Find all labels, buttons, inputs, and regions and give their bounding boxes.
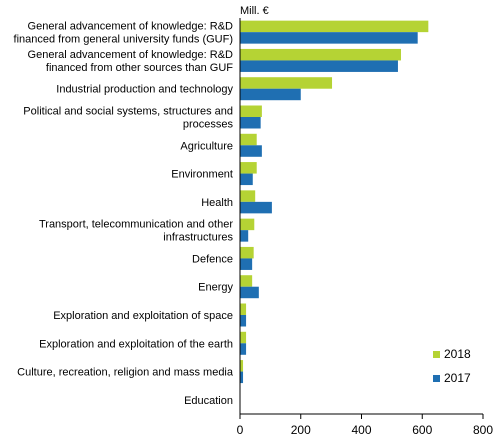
bar-2017-8 xyxy=(240,258,252,270)
bar-2018-4 xyxy=(240,134,257,146)
bar-2017-4 xyxy=(240,145,262,157)
bar-2017-9 xyxy=(240,287,259,299)
x-tick-label-2: 400 xyxy=(351,423,371,437)
bar-2017-3 xyxy=(240,117,261,129)
category-label-12: Culture, recreation, religion and mass m… xyxy=(17,367,234,379)
bar-2018-11 xyxy=(240,332,246,344)
bar-2018-9 xyxy=(240,275,252,287)
x-tick-label-4: 800 xyxy=(473,423,493,437)
bar-2018-10 xyxy=(240,304,246,316)
category-label-10: Exploration and exploitation of space xyxy=(53,310,233,322)
bar-2017-0 xyxy=(240,32,418,44)
bar-2017-11 xyxy=(240,343,246,355)
bar-2017-6 xyxy=(240,202,272,214)
x-tick-label-3: 600 xyxy=(412,423,432,437)
x-tick-label-1: 200 xyxy=(291,423,311,437)
legend-label-2017: 2017 xyxy=(444,371,471,385)
category-label-2: Industrial production and technology xyxy=(56,84,233,96)
unit-label: Mill. € xyxy=(240,5,269,17)
category-label-6: Health xyxy=(201,197,233,209)
bar-2018-0 xyxy=(240,21,428,33)
bar-2018-1 xyxy=(240,49,401,61)
bar-2018-7 xyxy=(240,219,254,231)
x-tick-label-0: 0 xyxy=(237,423,244,437)
category-label-4: Agriculture xyxy=(180,140,233,152)
bar-2017-7 xyxy=(240,230,248,242)
bar-2018-8 xyxy=(240,247,254,259)
bar-2018-6 xyxy=(240,190,255,202)
category-label-3: Political and social systems, structures… xyxy=(23,106,233,131)
bar-2017-10 xyxy=(240,315,246,327)
legend-label-2018: 2018 xyxy=(444,347,471,361)
legend: 2018 2017 xyxy=(433,347,471,385)
bar-2017-5 xyxy=(240,174,253,186)
bar-2018-5 xyxy=(240,162,257,174)
category-label-5: Environment xyxy=(171,169,233,181)
bars-group xyxy=(240,21,428,412)
legend-swatch-2017 xyxy=(433,375,440,382)
bar-2018-2 xyxy=(240,77,332,89)
category-label-13: Education xyxy=(184,395,233,407)
legend-swatch-2018 xyxy=(433,351,440,358)
bar-2018-3 xyxy=(240,106,262,118)
category-label-9: Energy xyxy=(198,282,233,294)
category-label-8: Defence xyxy=(192,253,233,265)
bar-2017-1 xyxy=(240,60,398,72)
bar-2017-2 xyxy=(240,89,301,101)
category-label-11: Exploration and exploitation of the eart… xyxy=(39,338,233,350)
